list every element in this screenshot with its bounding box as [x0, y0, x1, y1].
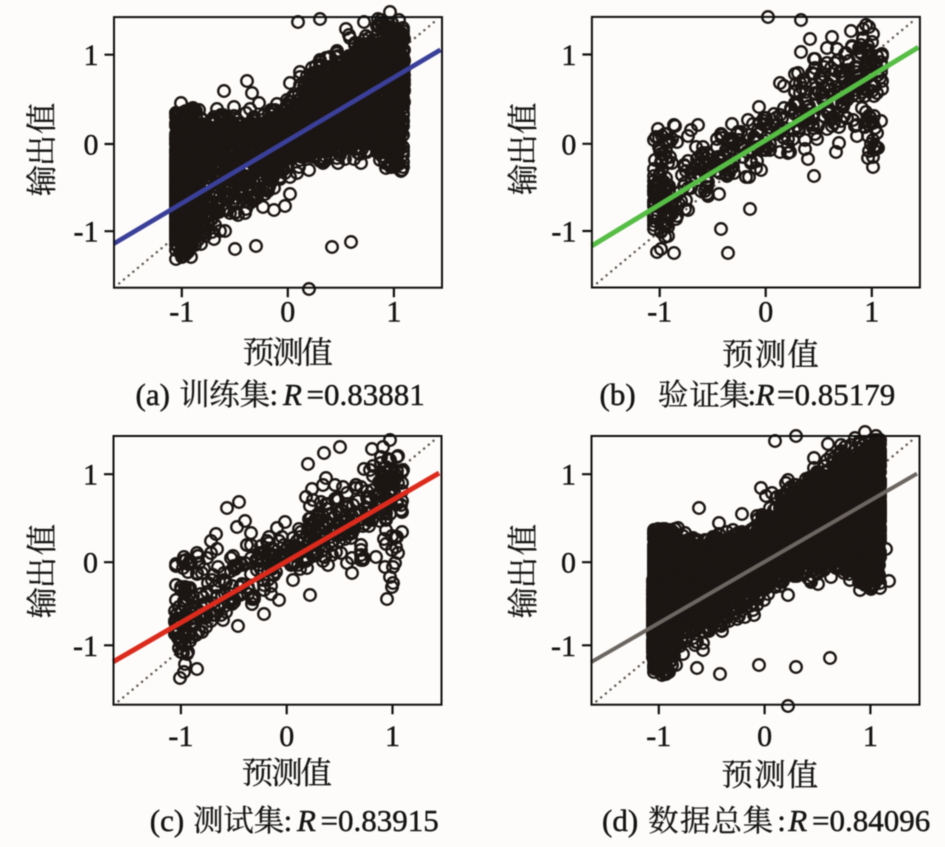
svg-text:-1: -1	[647, 296, 672, 329]
svg-text:0: 0	[561, 128, 576, 161]
svg-text:1: 1	[863, 720, 878, 753]
svg-text:=0.84096: =0.84096	[812, 803, 930, 838]
svg-text::: :	[777, 803, 786, 838]
svg-text:R: R	[282, 377, 302, 412]
svg-text:(b): (b)	[600, 377, 636, 412]
svg-text:-1: -1	[169, 296, 194, 329]
svg-text:1: 1	[561, 39, 576, 72]
svg-text:0: 0	[84, 129, 99, 162]
svg-text:1: 1	[84, 39, 99, 72]
svg-text:-1: -1	[551, 630, 576, 663]
svg-text:-1: -1	[73, 630, 98, 663]
svg-text:0: 0	[758, 296, 773, 329]
svg-text:0: 0	[561, 547, 576, 580]
svg-text:=0.83881: =0.83881	[307, 377, 425, 412]
svg-text:-1: -1	[551, 216, 576, 249]
svg-text:-1: -1	[168, 720, 193, 753]
svg-text::: :	[284, 803, 293, 838]
svg-text:=0.85179: =0.85179	[777, 377, 895, 412]
svg-text:(c): (c)	[150, 803, 184, 838]
svg-text:(d): (d)	[602, 803, 638, 838]
svg-text:0: 0	[280, 296, 295, 329]
svg-text:R: R	[296, 803, 316, 838]
svg-text:(a): (a)	[136, 377, 170, 412]
svg-text:0: 0	[757, 720, 772, 753]
svg-text:-1: -1	[646, 720, 671, 753]
svg-text::: :	[270, 377, 279, 412]
svg-text:R: R	[755, 377, 775, 412]
svg-text:1: 1	[864, 296, 879, 329]
svg-text:1: 1	[385, 720, 400, 753]
svg-text:=0.83915: =0.83915	[321, 803, 439, 838]
svg-text:R: R	[787, 803, 807, 838]
svg-text:1: 1	[83, 459, 98, 492]
svg-text:0: 0	[83, 547, 98, 580]
svg-text:1: 1	[386, 296, 401, 329]
svg-text:0: 0	[279, 720, 294, 753]
svg-text:1: 1	[561, 459, 576, 492]
svg-text:-1: -1	[74, 216, 99, 249]
